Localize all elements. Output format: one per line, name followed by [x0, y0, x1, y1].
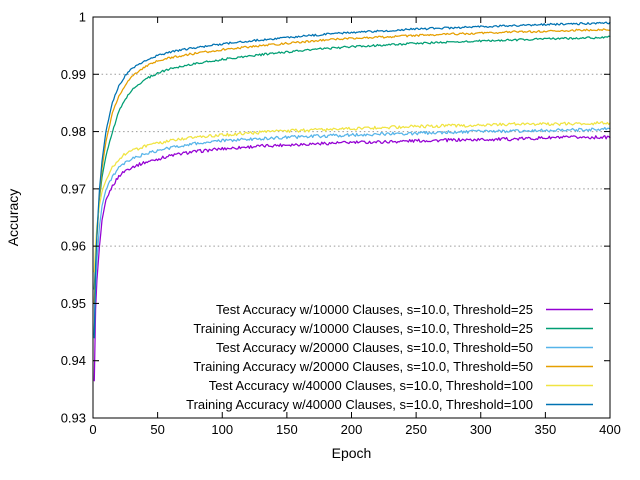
legend: Test Accuracy w/10000 Clauses, s=10.0, T… — [100, 298, 602, 415]
series-line-1 — [93, 135, 611, 382]
y-tick-label: 1 — [79, 10, 86, 25]
x-axis-title: Epoch — [332, 445, 372, 461]
legend-background — [100, 298, 602, 415]
legend-entry: Test Accuracy w/10000 Clauses, s=10.0, T… — [216, 302, 593, 317]
x-tick-label: 250 — [405, 422, 427, 437]
legend-entry: Training Accuracy w/10000 Clauses, s=10.… — [193, 321, 593, 336]
legend-label: Test Accuracy w/20000 Clauses, s=10.0, T… — [216, 340, 533, 355]
x-tick-label: 350 — [535, 422, 557, 437]
y-tick-label: 0.99 — [61, 67, 86, 82]
legend-label: Training Accuracy w/40000 Clauses, s=10.… — [186, 397, 533, 412]
legend-entry: Training Accuracy w/20000 Clauses, s=10.… — [193, 359, 593, 374]
y-tick-label: 0.93 — [61, 411, 86, 426]
x-tick-label: 200 — [341, 422, 363, 437]
y-axis-title: Accuracy — [5, 189, 21, 247]
x-tick-label: 400 — [599, 422, 621, 437]
y-tick-label: 0.95 — [61, 296, 86, 311]
x-tick-label: 300 — [470, 422, 492, 437]
series-line-5 — [93, 121, 611, 273]
y-tick-label: 0.96 — [61, 239, 86, 254]
x-tick-label: 0 — [89, 422, 96, 437]
legend-label: Test Accuracy w/10000 Clauses, s=10.0, T… — [216, 302, 533, 317]
plot-border — [92, 16, 611, 419]
series-line-6 — [93, 21, 611, 339]
y-tick-label: 0.97 — [61, 181, 86, 196]
legend-entry: Training Accuracy w/40000 Clauses, s=10.… — [186, 397, 593, 412]
series-line-3 — [93, 126, 611, 336]
axis-layer: 0.93 0.94 0.95 0.96 0.97 0.98 0.99 1 0 50 100 150 20… — [61, 10, 621, 438]
legend-label: Training Accuracy w/10000 Clauses, s=10.… — [193, 321, 533, 336]
y-tick-label: 0.98 — [61, 124, 86, 139]
y-tick-label: 0.94 — [61, 353, 86, 368]
series-layer — [93, 21, 611, 382]
legend-entry: Test Accuracy w/20000 Clauses, s=10.0, T… — [216, 340, 593, 355]
x-tick-label: 50 — [150, 422, 164, 437]
series-line-4 — [93, 28, 611, 305]
x-tick-label: 100 — [211, 422, 233, 437]
legend-entry: Test Accuracy w/40000 Clauses, s=10.0, T… — [209, 378, 593, 393]
x-tick-label: 150 — [276, 422, 298, 437]
legend-label: Test Accuracy w/40000 Clauses, s=10.0, T… — [209, 378, 533, 393]
series-line-2 — [93, 35, 611, 290]
legend-label: Training Accuracy w/20000 Clauses, s=10.… — [193, 359, 533, 374]
